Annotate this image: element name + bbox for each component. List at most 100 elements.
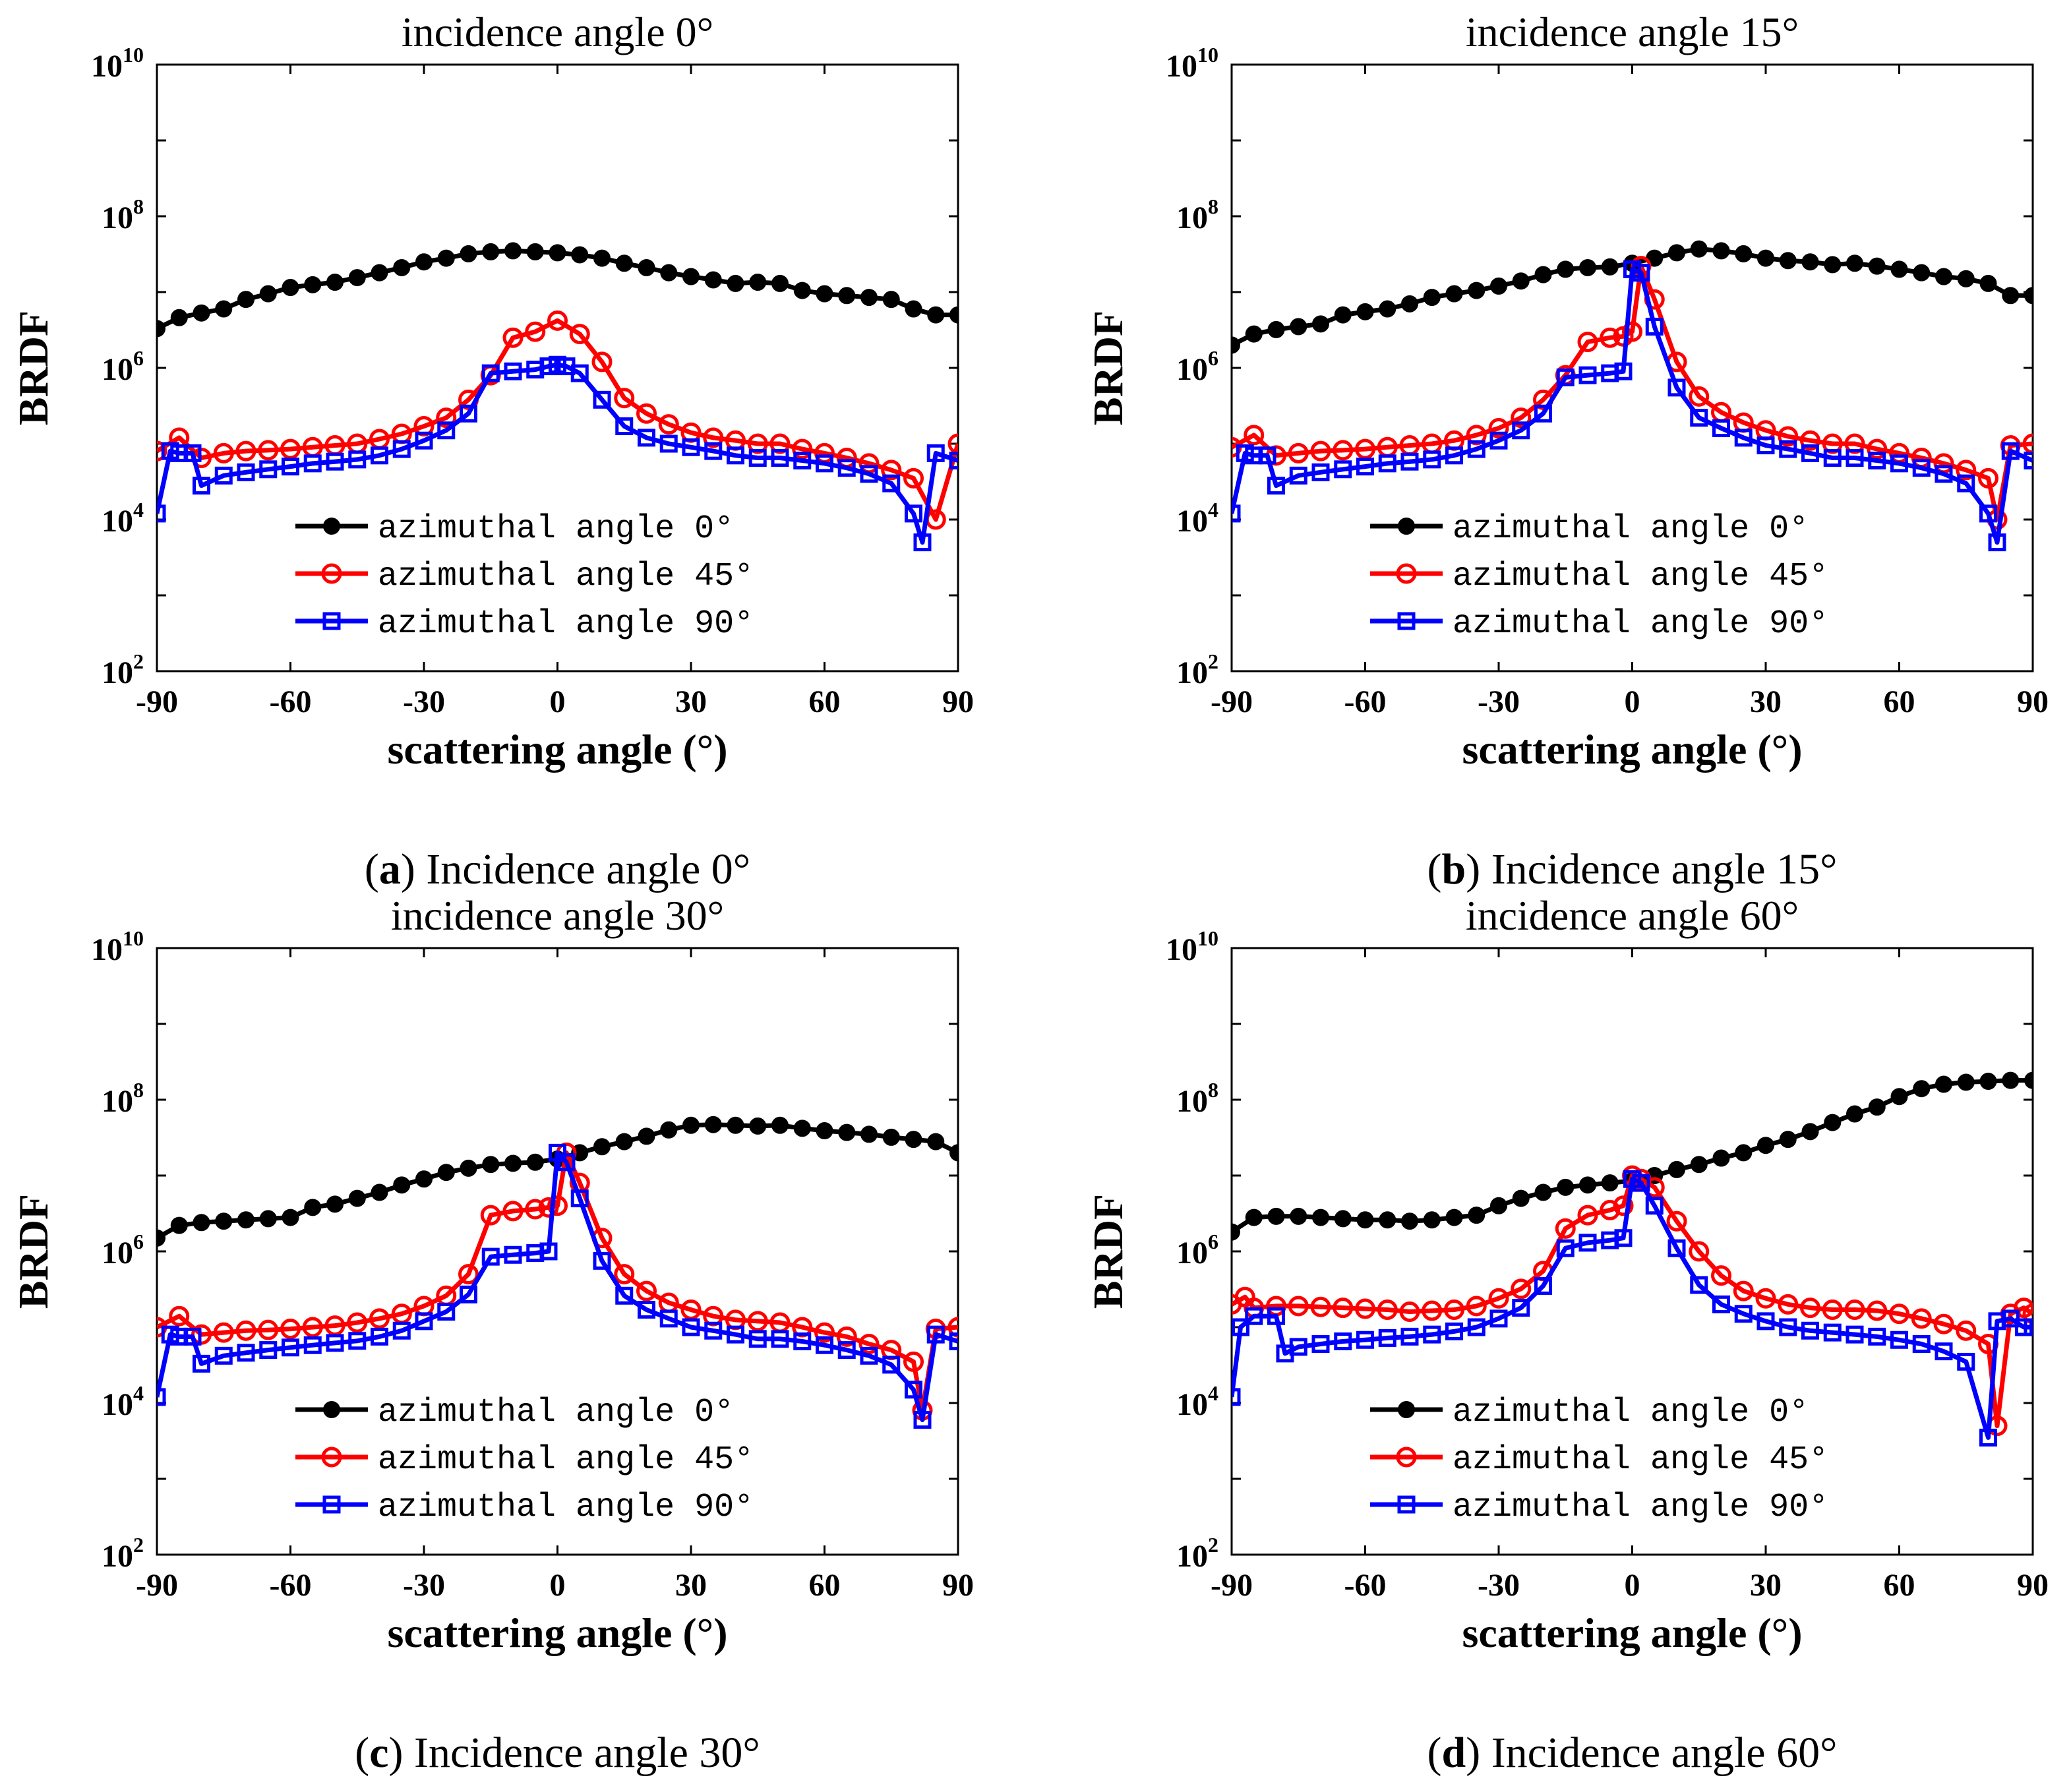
data-point <box>1245 325 1263 343</box>
data-point <box>436 407 457 429</box>
data-point <box>1846 254 1863 272</box>
data-point <box>926 1325 945 1344</box>
data-point <box>1356 1211 1374 1229</box>
data-point <box>593 1251 611 1270</box>
data-point <box>1979 1428 1997 1447</box>
data-point <box>1267 1307 1285 1325</box>
data-point <box>816 285 833 303</box>
data-point <box>1578 366 1597 384</box>
data-point <box>1755 1288 1776 1309</box>
data-point <box>1334 1210 1352 1228</box>
data-point <box>660 264 678 282</box>
y-tick-base: 10 <box>91 932 123 967</box>
data-point <box>157 320 165 338</box>
data-point <box>371 446 388 465</box>
y-tick-exponent: 4 <box>133 498 144 522</box>
data-point <box>1712 1149 1730 1167</box>
x-tick-label: 60 <box>809 684 841 719</box>
caption-letter: c <box>369 1729 388 1777</box>
data-point <box>1445 1209 1463 1226</box>
data-point <box>903 1351 924 1372</box>
data-point <box>282 279 299 297</box>
series-line-0 <box>157 1122 958 1240</box>
data-point <box>1735 245 1753 262</box>
data-point <box>1556 368 1575 386</box>
x-tick-label: 0 <box>550 684 566 719</box>
data-point <box>1600 1199 1621 1220</box>
data-point <box>947 433 958 454</box>
panel-caption: (a) Incidence angle 0° <box>365 845 750 893</box>
data-point <box>415 1170 433 1188</box>
data-point <box>1734 1305 1753 1323</box>
x-tick-label: -90 <box>136 684 178 719</box>
y-tick-exponent: 2 <box>133 1533 144 1557</box>
data-point <box>1512 1299 1530 1317</box>
data-point <box>638 1300 655 1319</box>
data-point <box>1579 258 1596 276</box>
y-tick-label: 104 <box>1176 1381 1218 1422</box>
data-point <box>1645 1197 1664 1215</box>
data-point <box>927 1133 945 1150</box>
y-tick-exponent: 6 <box>1208 1230 1218 1253</box>
data-point <box>793 1332 812 1351</box>
data-point <box>1867 438 1888 460</box>
data-point <box>1423 1211 1441 1229</box>
data-point <box>882 1356 901 1374</box>
data-point <box>2001 442 2020 460</box>
data-point <box>614 1264 635 1285</box>
data-point <box>415 431 433 450</box>
data-point <box>504 1154 522 1172</box>
data-point <box>615 417 634 435</box>
caption-text: Incidence angle 30° <box>414 1729 760 1777</box>
x-tick-label: -60 <box>270 1568 312 1603</box>
data-point <box>1445 285 1463 303</box>
data-point <box>1290 1207 1307 1225</box>
data-point <box>704 1321 723 1340</box>
data-point <box>1468 1207 1486 1224</box>
data-point <box>280 1319 301 1340</box>
legend: azimuthal angle 0° azimuthal angle 45° azi… <box>1370 1394 1828 1526</box>
y-tick-base: 10 <box>1166 49 1197 84</box>
data-point <box>905 504 922 523</box>
legend-label: azimuthal angle 90° <box>1453 1489 1828 1526</box>
data-point <box>1356 458 1374 476</box>
data-point <box>1577 1205 1598 1226</box>
data-point <box>1667 1239 1686 1257</box>
data-point <box>748 449 767 467</box>
data-point <box>816 1122 833 1140</box>
chart-title: incidence angle 0° <box>402 9 713 55</box>
data-point <box>1913 264 1931 282</box>
data-point <box>1288 1296 1309 1317</box>
data-point <box>1757 249 1774 267</box>
data-point <box>303 454 322 473</box>
data-point <box>593 1138 611 1156</box>
data-point <box>215 1212 233 1230</box>
data-point <box>1778 426 1799 447</box>
data-point <box>1444 1299 1464 1320</box>
data-point <box>480 1205 501 1226</box>
data-point <box>1488 418 1509 439</box>
data-point <box>235 440 256 462</box>
data-point <box>157 440 167 462</box>
legend-marker <box>323 1401 340 1418</box>
data-point <box>326 1195 344 1213</box>
y-tick-exponent: 8 <box>133 194 144 218</box>
x-axis-label: scattering angle (°) <box>1462 1609 1802 1656</box>
series-layer <box>157 242 958 552</box>
y-tick-label: 102 <box>102 1533 144 1574</box>
data-point <box>157 504 166 523</box>
legend-label: azimuthal angle 0° <box>378 510 734 548</box>
y-tick-label: 106 <box>1176 346 1218 387</box>
data-point <box>1735 1144 1753 1162</box>
data-point <box>793 282 811 299</box>
series-line-2 <box>1232 266 2033 545</box>
data-point <box>282 1209 299 1226</box>
y-tick-exponent: 4 <box>1208 1381 1218 1405</box>
y-tick-exponent: 2 <box>1208 1533 1218 1557</box>
legend-marker <box>322 1495 341 1514</box>
x-tick-label: 90 <box>942 684 974 719</box>
data-point <box>903 467 924 489</box>
data-point <box>771 274 789 292</box>
series-line-2 <box>157 362 958 545</box>
data-point <box>481 1247 500 1266</box>
